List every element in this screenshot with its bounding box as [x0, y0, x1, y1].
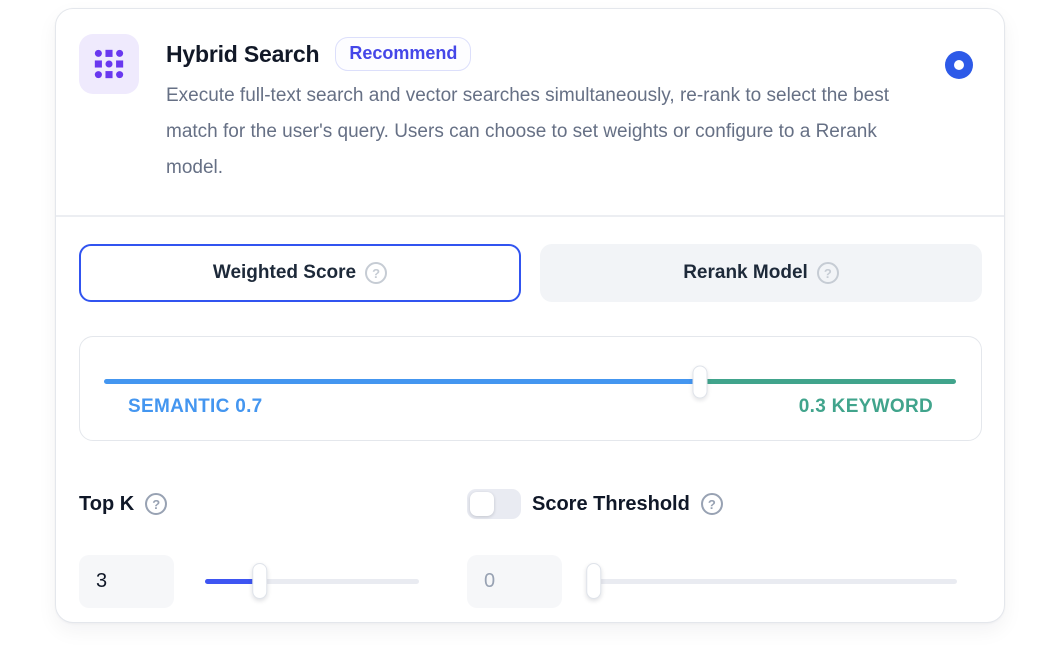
- top-k-slider[interactable]: [205, 555, 419, 608]
- recommend-badge: Recommend: [335, 37, 472, 71]
- score-threshold-toggle[interactable]: [467, 489, 521, 519]
- semantic-track-segment: [104, 379, 701, 384]
- top-k-slider-fill: [205, 579, 259, 584]
- retrieval-settings: Top K ? 3 Score Thresho: [79, 489, 982, 608]
- card-title: Hybrid Search: [166, 40, 320, 67]
- semantic-weight-label: SEMANTIC 0.7: [128, 396, 263, 417]
- weight-slider-track[interactable]: [104, 365, 956, 398]
- top-k-label-row: Top K ?: [79, 489, 419, 519]
- help-icon[interactable]: ?: [145, 493, 168, 515]
- hybrid-search-card: Hybrid Search Recommend Execute full-tex…: [55, 8, 1005, 623]
- score-threshold-section: Score Threshold ? 0: [467, 489, 982, 608]
- top-k-section: Top K ? 3: [79, 489, 419, 608]
- keyword-track-segment: [700, 379, 956, 384]
- top-k-slider-track: [205, 579, 419, 584]
- weight-slider-panel: SEMANTIC 0.7 0.3 KEYWORD: [79, 336, 982, 441]
- card-description: Execute full-text search and vector sear…: [166, 85, 890, 178]
- top-k-slider-handle[interactable]: [251, 563, 267, 599]
- score-threshold-slider-track: [593, 579, 957, 584]
- tab-rerank-model-label: Rerank Model: [683, 262, 808, 283]
- grid-dots-glyph: [94, 49, 124, 79]
- score-threshold-input[interactable]: 0: [467, 555, 562, 608]
- top-k-label: Top K: [79, 492, 135, 515]
- title-row: Hybrid Search Recommend: [166, 37, 901, 71]
- keyword-weight-label: 0.3 KEYWORD: [798, 396, 933, 417]
- top-k-controls: 3: [79, 555, 419, 608]
- score-threshold-label: Score Threshold: [532, 492, 690, 515]
- score-threshold-slider[interactable]: [586, 555, 957, 608]
- weight-slider-handle[interactable]: [692, 365, 708, 398]
- card-header: Hybrid Search Recommend Execute full-tex…: [56, 9, 1004, 186]
- help-icon[interactable]: ?: [700, 493, 723, 515]
- grid-dots-icon: [79, 34, 139, 94]
- score-threshold-slider-handle[interactable]: [586, 563, 602, 599]
- radio-inner-dot: [954, 60, 964, 70]
- weight-labels: SEMANTIC 0.7 0.3 KEYWORD: [104, 396, 956, 418]
- tab-rerank-model[interactable]: Rerank Model ?: [540, 244, 982, 302]
- tab-weighted-score-label: Weighted Score: [212, 262, 357, 283]
- header-divider: [56, 215, 1004, 217]
- score-threshold-label-row: Score Threshold ?: [467, 489, 957, 519]
- help-icon[interactable]: ?: [365, 262, 388, 284]
- help-icon[interactable]: ?: [816, 262, 839, 284]
- rerank-mode-tabs: Weighted Score ? Rerank Model ?: [79, 244, 982, 302]
- card-body: Weighted Score ? Rerank Model ? SEMANTIC…: [56, 217, 1004, 608]
- score-threshold-controls: 0: [467, 555, 957, 608]
- top-k-input[interactable]: 3: [79, 555, 174, 608]
- selected-radio-button[interactable]: [945, 51, 973, 79]
- header-text: Hybrid Search Recommend Execute full-tex…: [166, 34, 981, 186]
- toggle-knob: [470, 492, 494, 516]
- tab-weighted-score[interactable]: Weighted Score ?: [79, 244, 521, 302]
